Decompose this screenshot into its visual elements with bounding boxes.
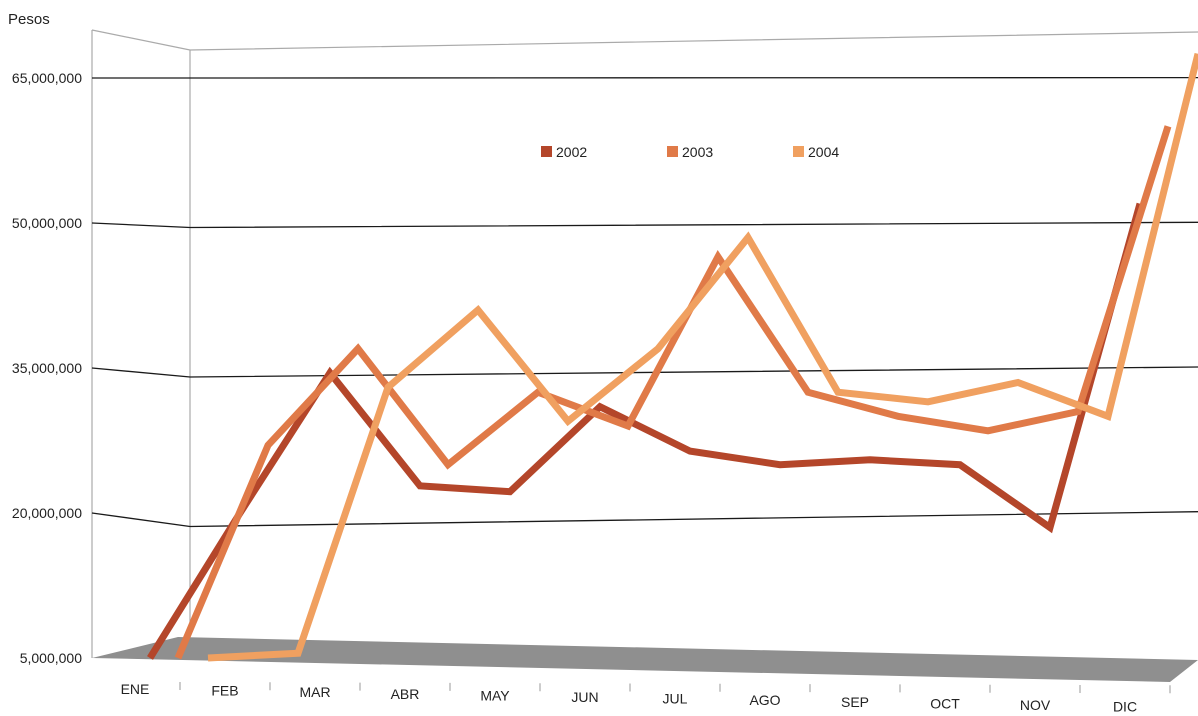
x-tick-label: ENE bbox=[121, 681, 150, 697]
x-tick-label: NOV bbox=[1020, 697, 1051, 713]
y-tick-label: 5,000,000 bbox=[20, 650, 82, 666]
x-tick-label: DIC bbox=[1113, 699, 1137, 715]
x-axis-ticks: ENE FEB MAR ABR MAY JUN JUL AGO SEP OCT NOV DIC bbox=[121, 681, 1171, 715]
series-lines bbox=[147, 52, 1198, 662]
x-tick-label: FEB bbox=[211, 683, 238, 699]
y-tick-label: 35,000,000 bbox=[12, 360, 82, 376]
x-tick-label: MAR bbox=[299, 684, 330, 700]
series-line-2004 bbox=[207, 52, 1198, 662]
legend-label-2003: 2003 bbox=[682, 144, 713, 160]
x-tick-label: SEP bbox=[841, 694, 869, 710]
x-tick-label: ABR bbox=[391, 686, 420, 702]
chart-floor bbox=[92, 637, 1198, 682]
x-tick-label: JUL bbox=[663, 691, 688, 707]
legend: 2002 2003 2004 bbox=[541, 144, 839, 160]
x-tick-label: JUN bbox=[571, 689, 598, 705]
y-tick-label: 20,000,000 bbox=[12, 505, 82, 521]
x-tick-label: AGO bbox=[749, 692, 780, 708]
chart-frame bbox=[91, 29, 1198, 682]
legend-swatch-2003 bbox=[667, 146, 678, 157]
grid-lines bbox=[91, 76, 1198, 528]
legend-swatch-2002 bbox=[541, 146, 552, 157]
y-axis-ticks: 5,000,000 20,000,000 35,000,000 50,000,000 6… bbox=[12, 70, 82, 666]
legend-label-2004: 2004 bbox=[808, 144, 839, 160]
gridline bbox=[91, 511, 1198, 528]
legend-swatch-2004 bbox=[793, 146, 804, 157]
gridline bbox=[91, 366, 1198, 378]
x-tick-label: OCT bbox=[930, 695, 960, 711]
series-line-2003 bbox=[174, 125, 1172, 660]
y-axis-label: Pesos bbox=[8, 11, 50, 28]
x-tick-label: MAY bbox=[480, 687, 510, 703]
y-tick-label: 65,000,000 bbox=[12, 70, 82, 86]
legend-label-2002: 2002 bbox=[556, 144, 587, 160]
back-wall-top bbox=[91, 29, 1198, 51]
gridline bbox=[91, 221, 1198, 229]
y-tick-label: 50,000,000 bbox=[12, 215, 82, 231]
